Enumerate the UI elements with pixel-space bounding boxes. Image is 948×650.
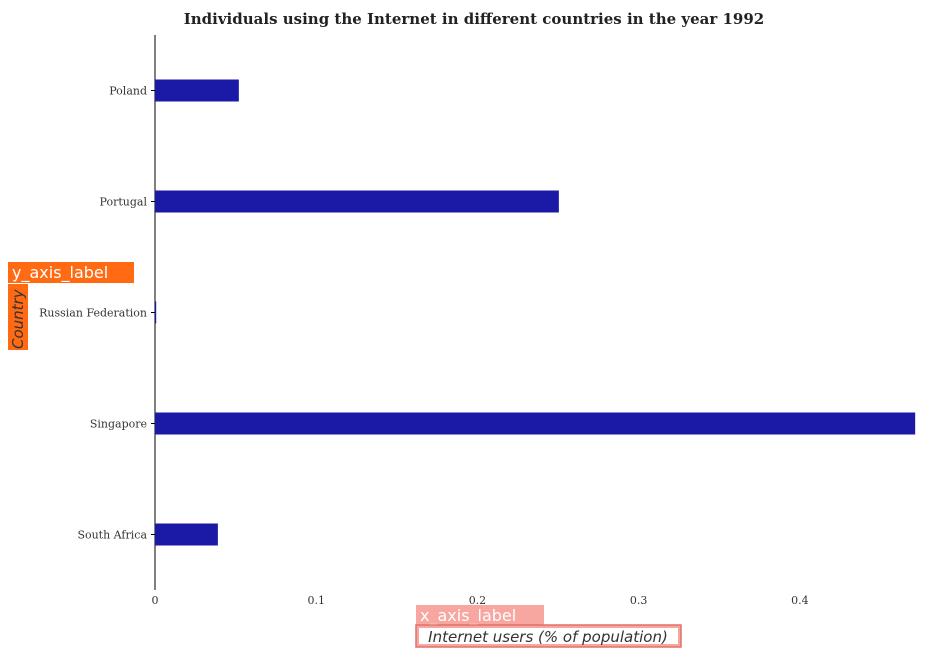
bar-russian-federation (155, 301, 157, 324)
y-tick-label: Russian Federation (39, 307, 147, 320)
x-axis-label-tag (416, 605, 544, 626)
x-axis-title: Internet users (% of population) (428, 628, 668, 646)
x-tick-label: 0.4 (791, 594, 809, 607)
y-tick-label: Singapore (90, 418, 147, 431)
bars (155, 79, 916, 546)
x-axis-label-placeholder: x_axis_label (420, 606, 516, 626)
x-axis-ticks: 0 0.1 0.2 0.3 0.4 (152, 594, 809, 607)
x-tick-label: 0.2 (469, 594, 487, 607)
y-tick-label: Portugal (100, 196, 148, 209)
y-axis-label-tag (8, 262, 134, 283)
bar-poland (155, 79, 239, 102)
x-tick-label: 0 (152, 594, 159, 607)
x-axis-annotation: x_axis_label Internet users (% of popula… (415, 605, 682, 648)
y-axis-title-box (8, 284, 28, 350)
x-tick-label: 0.1 (307, 594, 325, 607)
bar-portugal (155, 190, 559, 213)
plot-area: Poland Portugal Russian Federation Singapor… (39, 35, 916, 607)
x-tick-label: 0.3 (630, 594, 648, 607)
bar-singapore (155, 412, 916, 435)
y-tick-label: South Africa (77, 529, 147, 542)
y-tick-label: Poland (109, 85, 147, 98)
x-axis-title-inner (419, 628, 678, 644)
y-axis-annotation: y_axis_label Country (8, 262, 134, 350)
y-axis-title: Country (9, 288, 27, 349)
chart-title: Individuals using the Internet in differ… (184, 10, 765, 28)
y-axis-label-placeholder: y_axis_label (12, 263, 108, 283)
y-axis-ticks: Poland Portugal Russian Federation Singapor… (39, 85, 155, 542)
bar-south-africa (155, 523, 218, 546)
